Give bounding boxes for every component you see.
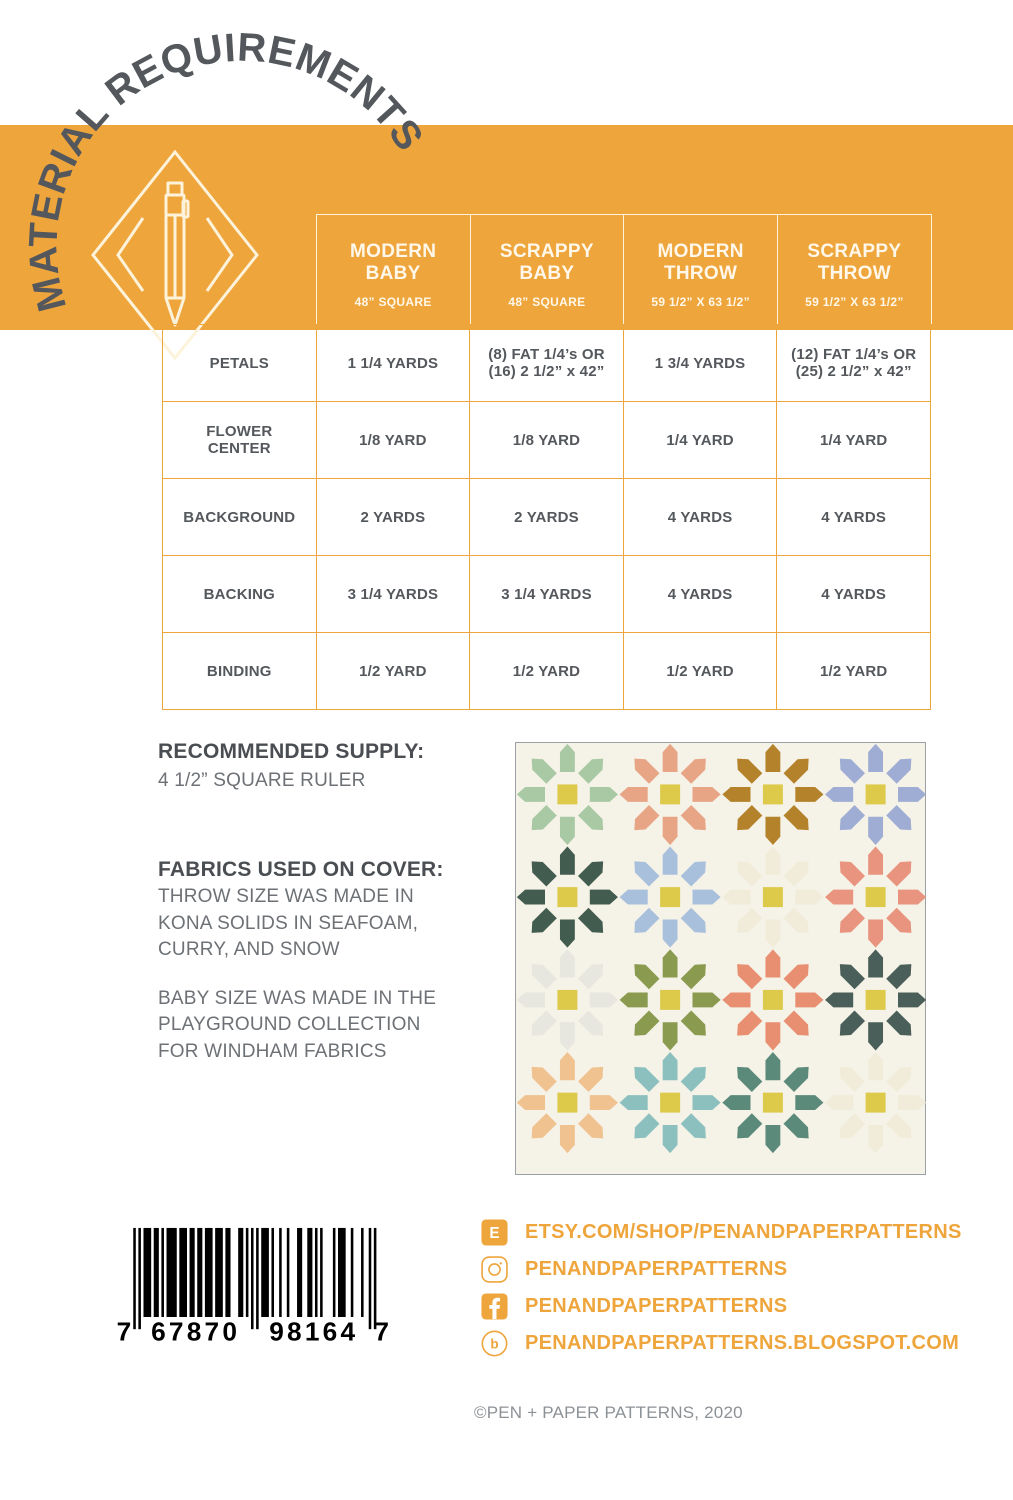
svg-text:E: E [489, 1225, 499, 1242]
svg-text:0: 0 [222, 1316, 237, 1346]
svg-text:4: 4 [340, 1316, 355, 1346]
svg-text:1: 1 [305, 1316, 320, 1346]
svg-text:7: 7 [205, 1316, 220, 1346]
svg-text:7: 7 [117, 1316, 132, 1346]
svg-text:7: 7 [374, 1316, 389, 1346]
svg-text:6: 6 [323, 1316, 338, 1346]
svg-text:6: 6 [151, 1316, 166, 1346]
svg-text:8: 8 [187, 1316, 202, 1346]
svg-text:9: 9 [269, 1316, 284, 1346]
svg-text:8: 8 [287, 1316, 302, 1346]
svg-text:b: b [490, 1336, 498, 1351]
svg-text:7: 7 [169, 1316, 184, 1346]
